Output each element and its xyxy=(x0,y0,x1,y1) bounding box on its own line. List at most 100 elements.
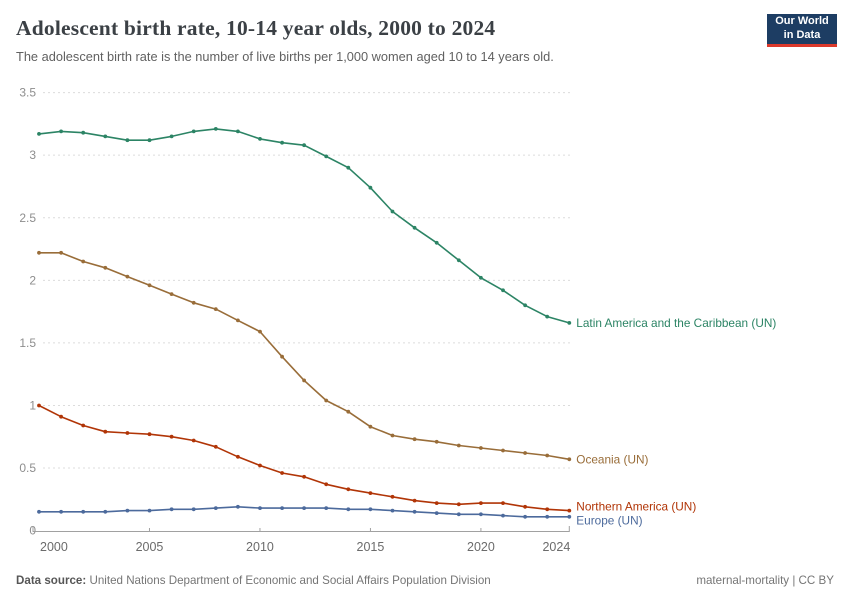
data-point-northern-america-un-2001 xyxy=(59,414,63,419)
owid-logo-line1: Our World xyxy=(775,15,829,28)
data-point-northern-america-un-2017 xyxy=(412,498,417,503)
data-point-latin-america-and-the-caribbean-un-2024 xyxy=(567,321,572,325)
data-point-oceania-un-2010 xyxy=(258,329,262,334)
data-point-europe-un-2014 xyxy=(346,507,351,512)
data-point-oceania-un-2021 xyxy=(501,448,505,453)
data-point-oceania-un-2006 xyxy=(169,292,174,296)
data-point-northern-america-un-2014 xyxy=(346,487,351,492)
chart-title: Adolescent birth rate, 10-14 year olds, … xyxy=(16,16,496,40)
data-point-oceania-un-2000 xyxy=(37,250,41,255)
data-point-northern-america-un-2010 xyxy=(258,463,262,468)
y-axis-tick-label: 2 xyxy=(29,273,36,287)
x-axis-tick-label: 2015 xyxy=(357,540,385,554)
series-label-europe-un[interactable]: Europe (UN) xyxy=(576,514,642,528)
data-point-northern-america-un-2009 xyxy=(236,454,240,459)
data-point-oceania-un-2013 xyxy=(324,398,329,403)
x-axis-tick-label: 2020 xyxy=(467,540,495,554)
series-europe-un xyxy=(37,504,572,519)
data-point-oceania-un-2023 xyxy=(545,453,550,458)
data-point-oceania-un-2014 xyxy=(346,409,351,414)
data-point-europe-un-2022 xyxy=(523,514,527,519)
data-point-europe-un-2002 xyxy=(81,509,86,514)
data-point-latin-america-and-the-caribbean-un-2017 xyxy=(412,225,417,230)
series-line-latin-america-and-the-caribbean-un xyxy=(38,128,571,324)
data-point-oceania-un-2022 xyxy=(523,451,527,455)
data-point-latin-america-and-the-caribbean-un-2003 xyxy=(103,134,108,139)
data-point-oceania-un-2015 xyxy=(368,424,373,429)
data-point-latin-america-and-the-caribbean-un-2023 xyxy=(545,314,550,319)
data-point-oceania-un-2001 xyxy=(59,250,63,255)
data-point-latin-america-and-the-caribbean-un-2019 xyxy=(456,258,461,263)
data-point-europe-un-2012 xyxy=(302,506,306,510)
data-point-europe-un-2008 xyxy=(213,506,218,510)
data-point-latin-america-and-the-caribbean-un-2006 xyxy=(169,134,174,139)
data-point-latin-america-and-the-caribbean-un-2000 xyxy=(37,132,41,136)
data-point-latin-america-and-the-caribbean-un-2015 xyxy=(368,185,373,190)
data-point-latin-america-and-the-caribbean-un-2022 xyxy=(523,303,527,308)
owid-logo: Our World in Data xyxy=(767,14,837,47)
x-axis-tick-label: 2024 xyxy=(542,540,570,554)
series-label-oceania-un[interactable]: Oceania (UN) xyxy=(576,452,648,466)
data-point-northern-america-un-2019 xyxy=(456,502,461,507)
license-credit[interactable]: maternal-mortality | CC BY xyxy=(696,574,834,587)
y-axis-tick-label: 1.5 xyxy=(19,336,36,350)
data-point-europe-un-2000 xyxy=(37,509,41,514)
x-axis-line xyxy=(32,526,570,532)
data-point-europe-un-2024 xyxy=(567,514,572,519)
data-point-europe-un-2016 xyxy=(390,508,395,513)
data-point-oceania-un-2011 xyxy=(280,354,284,359)
data-point-europe-un-2001 xyxy=(59,509,63,514)
data-point-northern-america-un-2004 xyxy=(125,431,130,435)
data-point-europe-un-2005 xyxy=(147,508,152,513)
data-point-latin-america-and-the-caribbean-un-2014 xyxy=(346,165,351,170)
data-point-oceania-un-2004 xyxy=(125,274,130,279)
data-point-latin-america-and-the-caribbean-un-2001 xyxy=(59,129,63,134)
data-point-latin-america-and-the-caribbean-un-2008 xyxy=(213,126,218,131)
data-point-europe-un-2009 xyxy=(236,504,240,509)
series-label-latin-america-and-the-caribbean-un[interactable]: Latin America and the Caribbean (UN) xyxy=(576,316,776,330)
data-point-europe-un-2004 xyxy=(125,508,130,513)
data-point-oceania-un-2005 xyxy=(147,283,152,288)
data-point-northern-america-un-2012 xyxy=(302,474,306,479)
data-point-europe-un-2013 xyxy=(324,506,329,510)
y-axis-tick-label: 2.5 xyxy=(19,211,36,225)
data-point-europe-un-2017 xyxy=(412,509,417,514)
data-point-europe-un-2018 xyxy=(434,511,439,515)
data-point-northern-america-un-2020 xyxy=(479,501,483,505)
data-point-oceania-un-2003 xyxy=(103,265,108,270)
data-point-latin-america-and-the-caribbean-un-2012 xyxy=(302,143,306,148)
chart-footer: Data source: United Nations Department o… xyxy=(16,574,834,587)
data-point-latin-america-and-the-caribbean-un-2007 xyxy=(191,129,196,134)
data-point-northern-america-un-2015 xyxy=(368,491,373,495)
data-point-northern-america-un-2005 xyxy=(147,432,152,437)
data-point-europe-un-2015 xyxy=(368,507,373,512)
data-point-northern-america-un-2011 xyxy=(280,471,284,475)
chart-header: Adolescent birth rate, 10-14 year olds, … xyxy=(16,14,837,64)
data-point-oceania-un-2017 xyxy=(412,437,417,442)
data-point-northern-america-un-2021 xyxy=(501,501,505,505)
data-point-europe-un-2021 xyxy=(501,513,505,518)
series-latin-america-and-the-caribbean-un xyxy=(37,126,572,325)
data-point-oceania-un-2007 xyxy=(191,300,196,305)
y-axis-tick-label: 0.5 xyxy=(19,461,36,475)
data-point-latin-america-and-the-caribbean-un-2005 xyxy=(147,138,152,143)
data-point-oceania-un-2019 xyxy=(456,443,461,448)
x-axis-tick-label: 2000 xyxy=(40,540,68,554)
data-point-latin-america-and-the-caribbean-un-2016 xyxy=(390,209,395,214)
data-point-oceania-un-2008 xyxy=(213,307,218,311)
data-point-northern-america-un-2003 xyxy=(103,429,108,434)
data-point-oceania-un-2002 xyxy=(81,259,86,264)
data-point-northern-america-un-2013 xyxy=(324,482,329,487)
data-source-note: Data source: United Nations Department o… xyxy=(16,574,491,587)
data-point-oceania-un-2012 xyxy=(302,378,306,383)
data-point-europe-un-2006 xyxy=(169,507,174,512)
data-point-europe-un-2019 xyxy=(456,512,461,517)
data-point-northern-america-un-2007 xyxy=(191,438,196,443)
data-point-latin-america-and-the-caribbean-un-2020 xyxy=(479,275,483,280)
data-point-europe-un-2011 xyxy=(280,506,284,510)
data-point-oceania-un-2009 xyxy=(236,318,240,323)
series-label-northern-america-un[interactable]: Northern America (UN) xyxy=(576,500,696,514)
y-axis-tick-label: 3.5 xyxy=(19,86,36,100)
data-point-europe-un-2007 xyxy=(191,507,196,512)
